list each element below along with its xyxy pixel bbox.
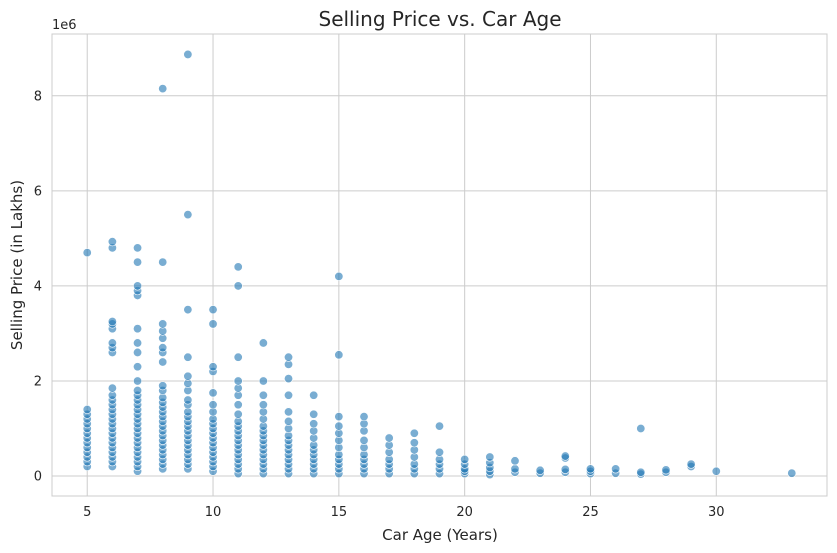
x-tick-label: 25 (582, 505, 599, 520)
scatter-point (284, 352, 294, 362)
x-axis-label: Car Age (Years) (382, 526, 498, 544)
scatter-point (183, 49, 193, 59)
scatter-point (585, 464, 595, 474)
scatter-point (158, 319, 168, 329)
scatter-point (233, 352, 243, 362)
scatter-point (133, 362, 143, 372)
scatter-point (309, 419, 319, 429)
scatter-point (158, 257, 168, 267)
scatter-point (711, 466, 721, 476)
scatter-point (510, 464, 520, 474)
scatter-point (183, 352, 193, 362)
scatter-point (359, 412, 369, 422)
scatter-point (384, 433, 394, 443)
grid-lines (52, 34, 827, 496)
scatter-point (510, 456, 520, 466)
scatter-point (82, 404, 92, 414)
scatter-point (787, 468, 797, 478)
scatter-point (334, 350, 344, 360)
scatter-point (107, 317, 117, 327)
scatter-point (359, 435, 369, 445)
y-tick-label: 0 (34, 470, 42, 485)
scatter-point (133, 338, 143, 348)
scatter-point (208, 305, 218, 315)
scatter-point (133, 257, 143, 267)
plot-frame (51, 33, 828, 497)
scatter-point (233, 400, 243, 410)
scatter-point (334, 271, 344, 281)
scatter-point (560, 451, 570, 461)
scatter-point (133, 281, 143, 291)
scatter-point (258, 376, 268, 386)
y-tick-label: 2 (34, 374, 42, 389)
scatter-point (133, 376, 143, 386)
scatter-point (661, 465, 671, 475)
scatter-point (233, 409, 243, 419)
scatter-point (334, 412, 344, 422)
scatter-point (284, 390, 294, 400)
y-tick-label: 8 (34, 89, 42, 104)
scatter-point (107, 383, 117, 393)
y-tick-label: 4 (34, 279, 42, 294)
scatter-point (334, 421, 344, 431)
scatter-point (233, 376, 243, 386)
scatter-point (133, 324, 143, 334)
scatter-point (107, 237, 117, 247)
scatter-point (309, 390, 319, 400)
scatter-point (107, 338, 117, 348)
scatter-point (284, 407, 294, 417)
scatter-point (686, 459, 696, 469)
scatter-point (183, 371, 193, 381)
scatter-point (409, 438, 419, 448)
y-tick-labels: 0 2 4 6 8 (34, 89, 42, 484)
scatter-point (133, 243, 143, 253)
scatter-point (309, 409, 319, 419)
y-offset-text: 1e6 (52, 18, 77, 33)
scatter-point (208, 388, 218, 398)
scatter-point (485, 452, 495, 462)
x-tick-label: 10 (205, 505, 222, 520)
scatter-point (208, 362, 218, 372)
scatter-point (535, 465, 545, 475)
scatter-point (636, 467, 646, 477)
scatter-point (158, 381, 168, 391)
x-tick-label: 5 (83, 505, 91, 520)
scatter-points (82, 49, 797, 480)
chart-title: Selling Price vs. Car Age (319, 7, 562, 31)
x-tick-label: 20 (456, 505, 473, 520)
scatter-point (434, 421, 444, 431)
scatter-point (434, 447, 444, 457)
scatter-point (158, 343, 168, 353)
scatter-point (183, 210, 193, 220)
scatter-point (284, 374, 294, 384)
x-tick-label: 30 (708, 505, 725, 520)
scatter-point (611, 464, 621, 474)
x-tick-labels: 5 10 15 20 25 30 (83, 505, 724, 520)
scatter-point (208, 400, 218, 410)
scatter-point (133, 385, 143, 395)
scatter-point (82, 248, 92, 258)
scatter-point (208, 319, 218, 329)
scatter-point (158, 84, 168, 94)
scatter-point (560, 464, 570, 474)
scatter-point (636, 424, 646, 434)
y-axis-label: Selling Price (in Lakhs) (8, 180, 26, 350)
x-tick-label: 15 (331, 505, 348, 520)
scatter-point (258, 390, 268, 400)
scatter-point (133, 347, 143, 357)
y-tick-label: 6 (34, 184, 42, 199)
scatter-point (258, 400, 268, 410)
scatter-point (233, 262, 243, 272)
scatter-point (409, 428, 419, 438)
scatter-point (183, 305, 193, 315)
scatter-point (284, 416, 294, 426)
scatter-point (460, 454, 470, 464)
scatter-point (158, 357, 168, 367)
scatter-point (183, 395, 193, 405)
scatter-point (258, 338, 268, 348)
scatter-point (233, 281, 243, 291)
